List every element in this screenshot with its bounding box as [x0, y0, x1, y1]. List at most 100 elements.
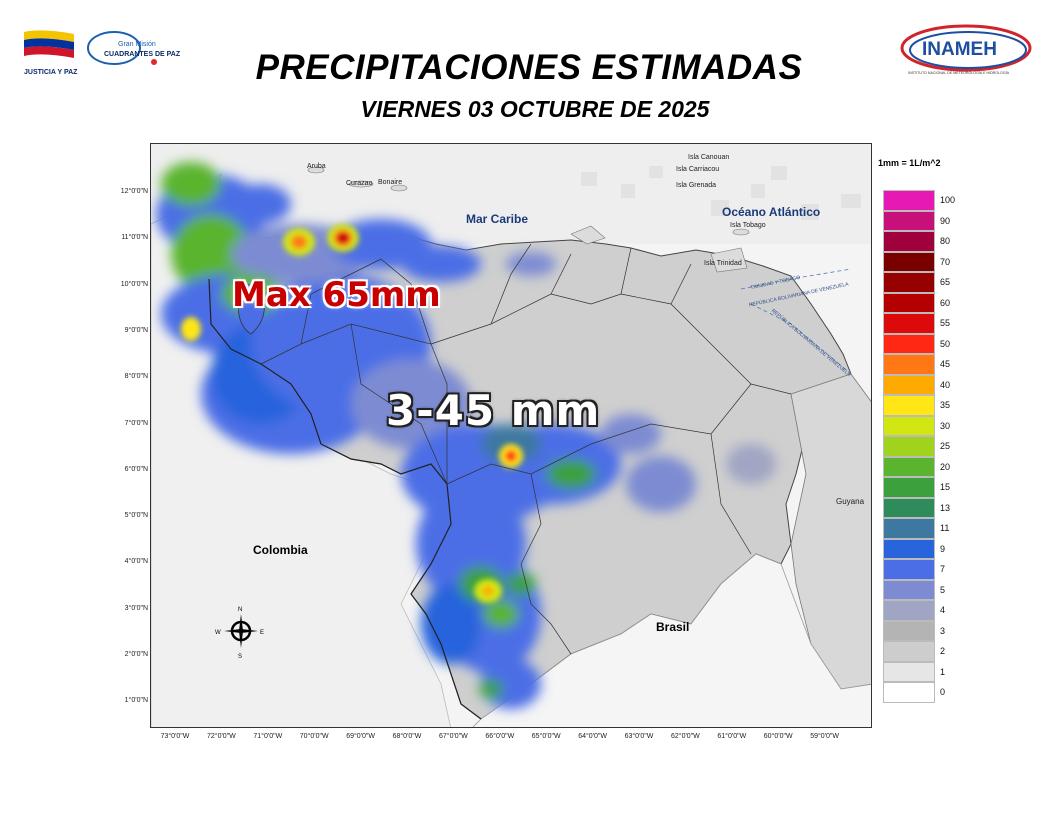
lat-tick-label: 6°0'0"N [124, 465, 148, 473]
gran-mision-text: Gran Misión [118, 41, 156, 48]
legend-item: 9 [883, 538, 945, 559]
lat-tick-label: 7°0'0"N [124, 419, 148, 427]
lon-tick-label: 59°0'0"W [810, 733, 839, 740]
legend-value: 55 [940, 318, 951, 328]
lon-tick-label: 63°0'0"W [624, 733, 654, 740]
venezuela-flag-icon [24, 30, 74, 58]
country-brasil: Brasil [656, 620, 690, 634]
legend-swatch [883, 415, 935, 436]
legend-swatch [883, 559, 935, 580]
legend-swatch [883, 518, 935, 539]
lat-tick-label: 4°0'0"N [124, 558, 148, 566]
page-subtitle: VIERNES 03 OCTUBRE DE 2025 [360, 96, 710, 122]
legend-value: 35 [940, 400, 951, 410]
lat-tick-label: 5°0'0"N [124, 512, 148, 520]
place-canouan: Isla Canouan [688, 154, 730, 161]
legend-value: 100 [940, 195, 956, 205]
rain-hotspots [181, 224, 523, 603]
legend-swatch [883, 620, 935, 641]
legend-value: 1 [940, 666, 946, 677]
legend-value: 4 [940, 605, 946, 615]
legend-item: 20 [883, 456, 950, 477]
lon-tick-label: 69°0'0"W [346, 733, 375, 740]
lon-tick-label: 73°0'0"W [160, 733, 190, 740]
legend-value: 25 [940, 441, 951, 451]
compass-w: W [215, 630, 221, 636]
legend-item: 80 [883, 231, 950, 252]
precipitation-field [156, 162, 776, 709]
lat-tick-label: 1°0'0"N [124, 697, 148, 705]
lon-tick-label: 67°0'0"W [438, 733, 468, 740]
lat-tick-label: 2°0'0"N [124, 651, 148, 658]
legend-value: 13 [940, 502, 951, 513]
country-colombia: Colombia [253, 543, 308, 557]
legend-value: 9 [940, 543, 946, 554]
place-aruba: Aruba [307, 163, 326, 170]
legend-value: 90 [940, 215, 951, 226]
legend-swatch [883, 477, 935, 498]
legend-item: 4 [883, 600, 945, 621]
legend-item: 11 [883, 518, 949, 539]
legend-swatch [883, 497, 935, 518]
legend-swatch [883, 456, 935, 477]
lat-tick-label: 8°0'0"N [124, 373, 148, 381]
lon-tick-label: 61°0'0"W [717, 733, 747, 740]
islands [307, 166, 750, 273]
legend-swatch [883, 292, 935, 313]
cuadrantes-text: CUADRANTES DE PAZ [104, 51, 181, 58]
sea-caribe: Mar Caribe [466, 212, 529, 226]
legend-item: 50 [883, 333, 950, 354]
precipitation-map [150, 143, 872, 728]
lat-tick-label: 11°0'0"N [121, 234, 148, 242]
legend-value: 40 [940, 379, 951, 390]
state-borders [260, 243, 792, 655]
legend-item: 65 [883, 272, 950, 293]
legend-value: 11 [940, 523, 950, 533]
lat-tick-label: 9°0'0"N [124, 326, 148, 334]
justicia-y-paz-text: JUSTICIA Y PAZ [24, 69, 78, 76]
compass-e: E [260, 630, 264, 636]
max-precipitation-label: Max 65mm [232, 275, 441, 315]
legend-swatch [883, 354, 935, 375]
legend-unit-note: 1mm = 1L/m^2 [878, 158, 941, 168]
legend-item: 60 [883, 292, 950, 313]
legend-swatch [883, 579, 935, 600]
legend-value: 45 [940, 359, 951, 369]
lon-tick-label: 60°0'0"W [763, 733, 793, 740]
legend-item: 1 [883, 661, 945, 682]
legend-value: 15 [940, 482, 951, 492]
legend-value: 3 [940, 625, 946, 636]
legend-item: 100 [883, 190, 955, 211]
legend-value: 30 [940, 420, 951, 431]
legend-value: 5 [940, 584, 946, 595]
sea-atlantico: Océano Atlántico [722, 205, 821, 219]
place-grenada: Isla Grenada [676, 182, 717, 189]
lon-tick-label: 64°0'0"W [578, 733, 607, 740]
legend-swatch [883, 251, 935, 272]
compass-n: N [238, 607, 242, 613]
legend-swatch [883, 661, 935, 682]
legend-swatch [883, 600, 935, 621]
legend-item: 7 [883, 559, 945, 580]
legend-swatch [883, 190, 935, 211]
lon-tick-label: 72°0'0"W [206, 733, 236, 740]
legend-swatch [883, 313, 935, 334]
legend-value: 20 [940, 461, 951, 472]
lat-tick-label: 12°0'0"N [120, 188, 148, 195]
legend-item: 2 [883, 641, 945, 662]
place-trinidad: Isla Trinidad [704, 260, 742, 267]
legend-item: 90 [883, 210, 950, 231]
compass-s: S [238, 654, 242, 660]
legend-item: 55 [883, 313, 950, 334]
legend-value: 70 [940, 256, 951, 267]
place-carriacou: Isla Carriacou [676, 166, 720, 173]
legend-swatch [883, 210, 935, 231]
place-tobago: Isla Tobago [730, 222, 766, 229]
legend-swatch [883, 682, 935, 703]
legend-swatch [883, 436, 935, 457]
legend-item: 25 [883, 436, 950, 457]
place-curazao: Curazao [346, 180, 373, 187]
precipitation-legend: 100 90 80 70 65 60 55 50 45 40 35 30 25 20 15 13 11 9 7 5 4 3… [883, 190, 955, 703]
inameh-logo: INAMEH INSTITUTO NACIONAL DE METEOROLOGÍ… [898, 24, 1038, 80]
legend-value: 50 [940, 338, 951, 349]
